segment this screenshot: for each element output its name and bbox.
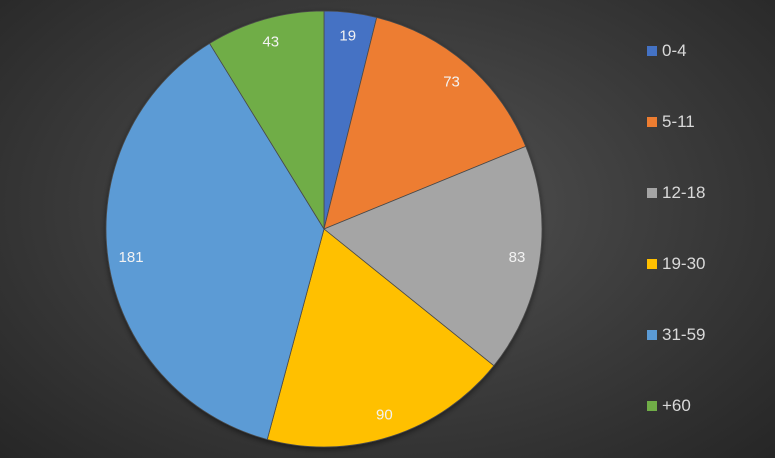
data-label: 90 bbox=[376, 406, 393, 423]
pie-slice-12-18 bbox=[323, 145, 543, 367]
legend-swatch bbox=[647, 188, 657, 198]
legend-label: 31-59 bbox=[662, 325, 706, 344]
legend-item: 19-30 bbox=[647, 254, 705, 274]
legend-item: 12-18 bbox=[647, 183, 705, 203]
pie-slice-+60 bbox=[209, 10, 325, 231]
legend-label: 5-11 bbox=[662, 112, 695, 131]
legend-swatch bbox=[647, 46, 657, 56]
legend-swatch bbox=[647, 259, 657, 269]
legend-item: 5-11 bbox=[647, 112, 695, 132]
legend-item: +60 bbox=[647, 396, 691, 416]
legend-item: 31-59 bbox=[647, 325, 705, 345]
data-label: 43 bbox=[262, 33, 279, 50]
data-label: 181 bbox=[119, 249, 144, 266]
legend-label: 0-4 bbox=[662, 41, 687, 60]
legend-item: 0-4 bbox=[647, 41, 687, 61]
legend-swatch bbox=[647, 330, 657, 340]
pie-slice-19-30 bbox=[266, 228, 495, 448]
pie-slice-31-59 bbox=[105, 42, 325, 440]
data-label: 83 bbox=[509, 249, 526, 266]
legend-label: 12-18 bbox=[662, 183, 706, 202]
data-label: 19 bbox=[339, 27, 356, 44]
legend-label: +60 bbox=[662, 396, 691, 415]
legend-swatch bbox=[647, 401, 657, 411]
legend-swatch bbox=[647, 117, 657, 127]
pie-slice-5-11 bbox=[323, 16, 527, 230]
data-label: 73 bbox=[443, 74, 460, 91]
legend-label: 19-30 bbox=[662, 254, 706, 273]
